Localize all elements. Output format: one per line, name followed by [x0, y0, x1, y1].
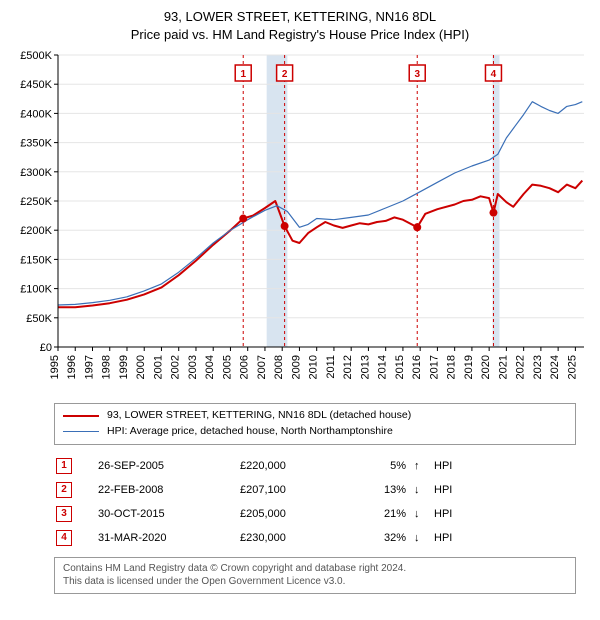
sale-arrow-icon: ↓ [414, 527, 432, 549]
chart-title: 93, LOWER STREET, KETTERING, NN16 8DL Pr… [12, 8, 588, 43]
svg-text:1996: 1996 [66, 355, 78, 379]
svg-text:2022: 2022 [515, 355, 527, 379]
table-row: 3 30-OCT-2015£205,00021%↓HPI [56, 503, 574, 525]
sale-arrow-icon: ↓ [414, 479, 432, 501]
svg-text:1998: 1998 [101, 355, 113, 379]
sale-marker: 4 [56, 530, 72, 546]
svg-text:£150K: £150K [20, 254, 52, 266]
svg-text:2025: 2025 [566, 355, 578, 379]
svg-text:2007: 2007 [256, 355, 268, 379]
legend-row-subject: 93, LOWER STREET, KETTERING, NN16 8DL (d… [63, 408, 567, 424]
svg-text:£100K: £100K [20, 284, 52, 296]
svg-text:2003: 2003 [187, 355, 199, 379]
svg-text:£350K: £350K [20, 138, 52, 150]
sale-date: 31-MAR-2020 [98, 527, 238, 549]
svg-text:2009: 2009 [290, 355, 302, 379]
svg-text:2019: 2019 [463, 355, 475, 379]
legend-swatch-hpi [63, 431, 99, 432]
sale-pct: 32% [352, 527, 412, 549]
svg-text:1999: 1999 [118, 355, 130, 379]
svg-text:2024: 2024 [549, 355, 561, 379]
legend-label-hpi: HPI: Average price, detached house, Nort… [107, 424, 393, 440]
sale-tag: HPI [434, 455, 574, 477]
svg-text:2004: 2004 [204, 355, 216, 379]
footer-line1: Contains HM Land Registry data © Crown c… [63, 562, 567, 576]
title-line1: 93, LOWER STREET, KETTERING, NN16 8DL [12, 8, 588, 26]
svg-text:2: 2 [282, 69, 288, 80]
svg-text:£50K: £50K [26, 313, 52, 325]
svg-text:2002: 2002 [170, 355, 182, 379]
sale-price: £205,000 [240, 503, 350, 525]
svg-text:2011: 2011 [325, 355, 337, 379]
svg-text:2020: 2020 [480, 355, 492, 379]
svg-text:2001: 2001 [152, 355, 164, 379]
svg-text:2013: 2013 [359, 355, 371, 379]
title-line2: Price paid vs. HM Land Registry's House … [12, 26, 588, 44]
sale-tag: HPI [434, 479, 574, 501]
legend-swatch-subject [63, 415, 99, 417]
sale-date: 22-FEB-2008 [98, 479, 238, 501]
svg-text:£300K: £300K [20, 167, 52, 179]
svg-text:3: 3 [414, 69, 420, 80]
svg-text:2023: 2023 [532, 355, 544, 379]
sale-date: 26-SEP-2005 [98, 455, 238, 477]
footer-line2: This data is licensed under the Open Gov… [63, 575, 567, 589]
page: 93, LOWER STREET, KETTERING, NN16 8DL Pr… [0, 0, 600, 620]
sale-marker: 2 [56, 482, 72, 498]
svg-text:4: 4 [491, 69, 497, 80]
svg-text:£250K: £250K [20, 196, 52, 208]
svg-text:2008: 2008 [273, 355, 285, 379]
svg-text:£450K: £450K [20, 79, 52, 91]
svg-text:1995: 1995 [49, 355, 61, 379]
line-chart: £0 £50K £100K £150K £200K £250K £300K £350K £400… [12, 47, 588, 397]
sale-pct: 13% [352, 479, 412, 501]
svg-text:1997: 1997 [83, 355, 95, 379]
sale-marker: 1 [56, 458, 72, 474]
legend: 93, LOWER STREET, KETTERING, NN16 8DL (d… [54, 403, 576, 445]
table-row: 2 22-FEB-2008£207,10013%↓HPI [56, 479, 574, 501]
sale-tag: HPI [434, 527, 574, 549]
svg-text:2005: 2005 [221, 355, 233, 379]
sale-pct: 5% [352, 455, 412, 477]
table-row: 1 26-SEP-2005£220,0005%↑HPI [56, 455, 574, 477]
svg-text:2010: 2010 [308, 355, 320, 379]
attribution-footer: Contains HM Land Registry data © Crown c… [54, 557, 576, 594]
svg-text:£200K: £200K [20, 225, 52, 237]
svg-text:2012: 2012 [342, 355, 354, 379]
sale-price: £207,100 [240, 479, 350, 501]
sale-date: 30-OCT-2015 [98, 503, 238, 525]
svg-text:£0: £0 [40, 342, 52, 354]
sale-price: £230,000 [240, 527, 350, 549]
svg-text:2017: 2017 [428, 355, 440, 379]
table-row: 4 31-MAR-2020£230,00032%↓HPI [56, 527, 574, 549]
svg-text:2015: 2015 [394, 355, 406, 379]
svg-text:2000: 2000 [135, 355, 147, 379]
svg-text:£400K: £400K [20, 108, 52, 120]
svg-text:1: 1 [240, 69, 246, 80]
legend-label-subject: 93, LOWER STREET, KETTERING, NN16 8DL (d… [107, 408, 411, 424]
sale-arrow-icon: ↑ [414, 455, 432, 477]
sale-arrow-icon: ↓ [414, 503, 432, 525]
svg-text:2006: 2006 [239, 355, 251, 379]
svg-text:2014: 2014 [377, 355, 389, 379]
chart-area: £0 £50K £100K £150K £200K £250K £300K £350K £400… [12, 47, 588, 397]
svg-text:2018: 2018 [446, 355, 458, 379]
svg-text:£500K: £500K [20, 50, 52, 62]
sale-marker: 3 [56, 506, 72, 522]
svg-text:2016: 2016 [411, 355, 423, 379]
legend-row-hpi: HPI: Average price, detached house, Nort… [63, 424, 567, 440]
sales-table: 126-SEP-2005£220,0005%↑HPI222-FEB-2008£2… [54, 453, 576, 551]
sale-pct: 21% [352, 503, 412, 525]
sale-tag: HPI [434, 503, 574, 525]
svg-text:2021: 2021 [497, 355, 509, 379]
sale-price: £220,000 [240, 455, 350, 477]
